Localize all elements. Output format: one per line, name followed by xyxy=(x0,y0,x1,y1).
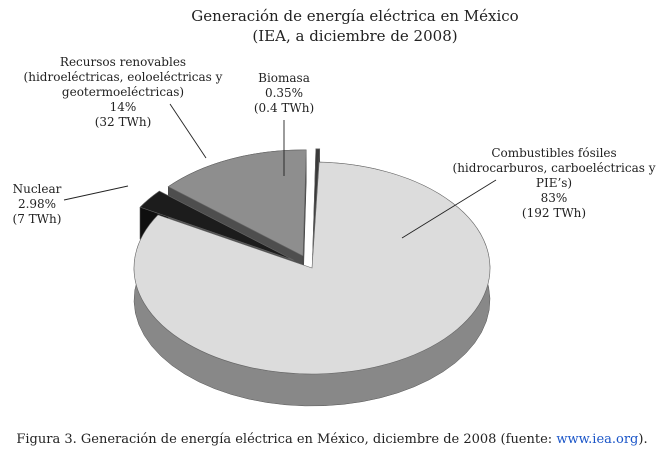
label-energy: (32 TWh) xyxy=(95,115,152,129)
label-line: (hidroeléctricas, eoloeléctricas y xyxy=(24,70,223,84)
slice-label-nuclear: Nuclear 2.98% (7 TWh) xyxy=(13,182,62,226)
label-energy: (0.4 TWh) xyxy=(254,101,314,115)
source-link[interactable]: www.iea.org xyxy=(556,432,638,447)
pie-slices xyxy=(133,148,491,407)
label-energy: (192 TWh) xyxy=(522,206,586,220)
caption-text: Figura 3. Generación de energía eléctric… xyxy=(16,432,556,447)
caption-end: ). xyxy=(638,432,647,447)
slice-label-renewables: Recursos renovables (hidroeléctricas, eo… xyxy=(24,55,223,129)
label-energy: (7 TWh) xyxy=(13,212,62,226)
slice-biomass xyxy=(312,148,321,255)
slice-fossil xyxy=(133,161,491,375)
leader-lines xyxy=(63,103,497,239)
chart-subtitle: (IEA, a diciembre de 2008) xyxy=(252,27,457,45)
label-line: Recursos renovables xyxy=(60,55,186,69)
slice-nuclear xyxy=(139,190,295,261)
slice-renewables xyxy=(167,149,307,257)
label-line: Biomasa xyxy=(258,71,310,85)
label-percent: 2.98% xyxy=(18,197,56,211)
label-line: PIE’s) xyxy=(536,176,572,190)
slice-label-fossil: Combustibles fósiles (hidrocarburos, car… xyxy=(453,146,656,220)
label-line: geotermoeléctricas) xyxy=(62,85,184,99)
leader-line-renewables xyxy=(169,103,207,159)
leader-line-fossil xyxy=(401,179,497,239)
label-line: Combustibles fósiles xyxy=(491,146,616,160)
label-percent: 14% xyxy=(110,100,137,114)
chart-title: Generación de energía eléctrica en Méxic… xyxy=(191,7,518,25)
label-line: Nuclear xyxy=(13,182,62,196)
leader-line-nuclear xyxy=(63,185,129,201)
label-percent: 83% xyxy=(541,191,568,205)
label-percent: 0.35% xyxy=(265,86,303,100)
figure-caption: Figura 3. Generación de energía eléctric… xyxy=(16,432,647,447)
slice-label-biomass: Biomasa 0.35% (0.4 TWh) xyxy=(254,71,314,115)
label-line: (hidrocarburos, carboeléctricas y xyxy=(453,161,656,175)
